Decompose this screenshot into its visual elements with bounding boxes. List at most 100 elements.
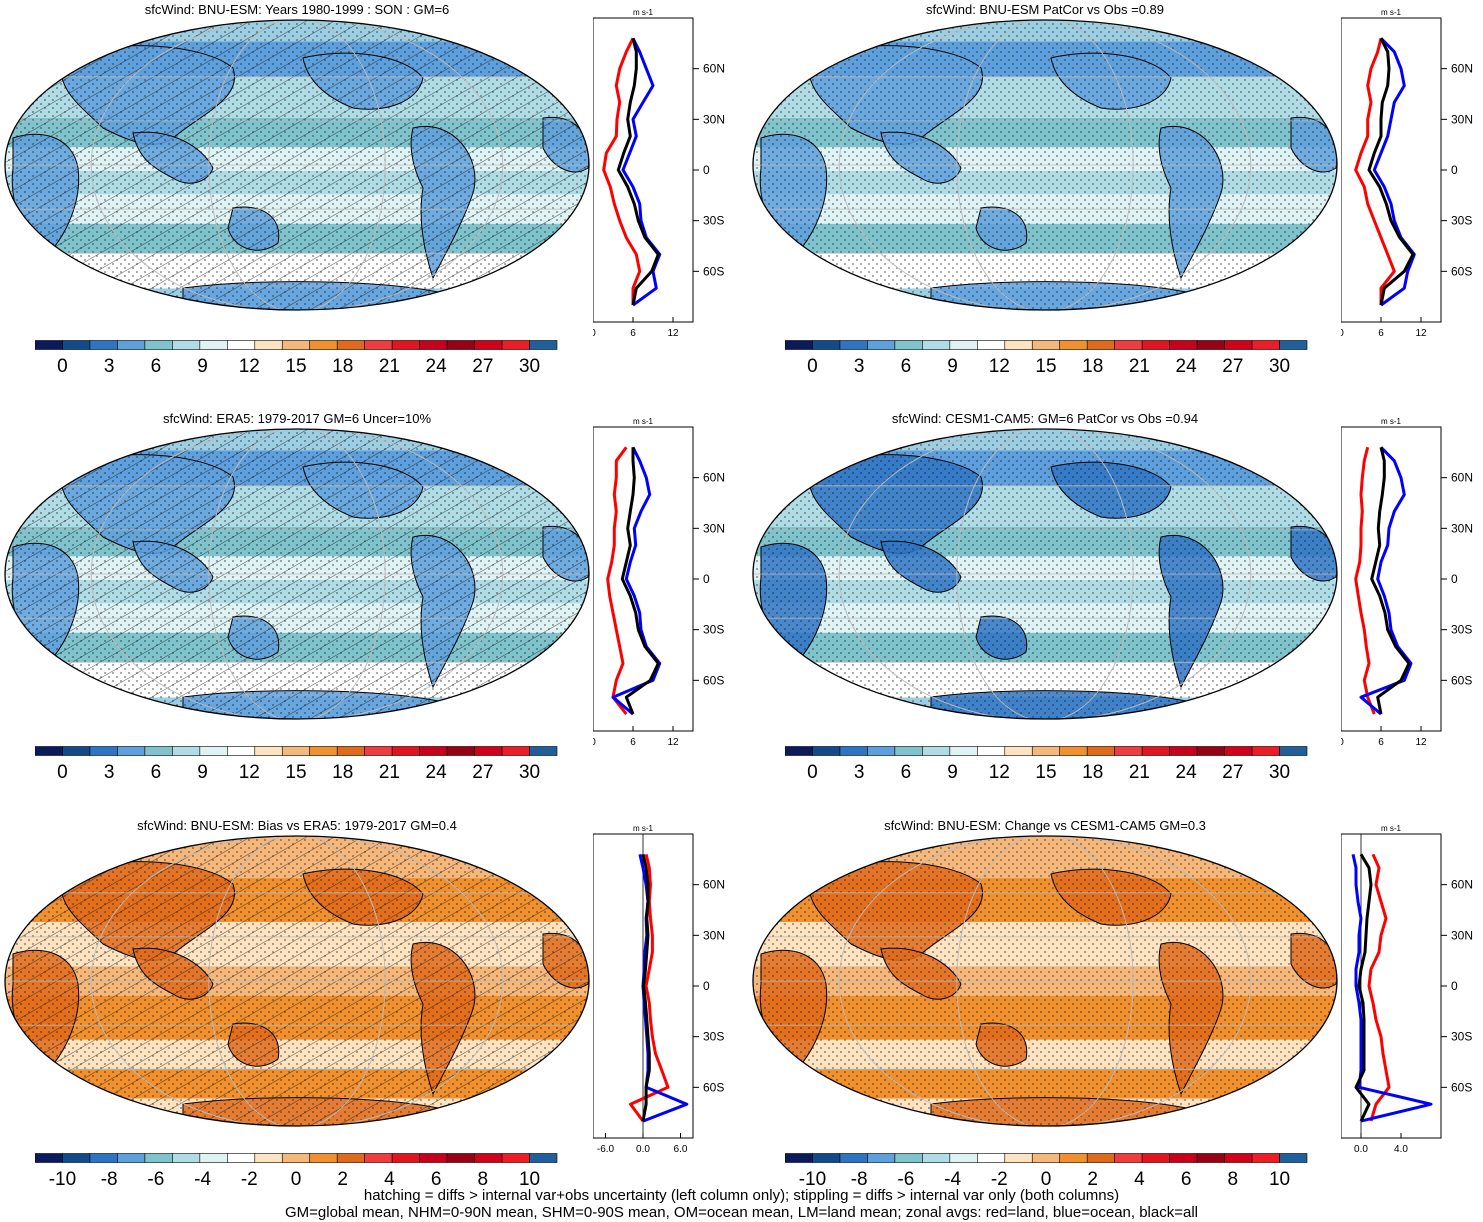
zonal-x-tick-label: 6 bbox=[1378, 737, 1384, 748]
colorbar-swatch bbox=[199, 1153, 228, 1163]
map-6 bbox=[752, 835, 1338, 1127]
colorbar-swatch bbox=[949, 340, 978, 350]
lat-tick-label: 30S bbox=[1451, 1030, 1472, 1044]
colorbar-swatch bbox=[1251, 746, 1280, 756]
zonal-line-land bbox=[606, 446, 628, 716]
zonal-line-land bbox=[1367, 853, 1391, 1122]
colorbar-tick-label: 27 bbox=[1222, 762, 1243, 782]
lat-tick-label: 0 bbox=[703, 979, 710, 993]
lat-tick-label: 0 bbox=[1451, 163, 1458, 177]
colorbar-swatch bbox=[1196, 340, 1225, 350]
colorbar-tick-label: 3 bbox=[104, 762, 115, 782]
colorbar-swatch bbox=[867, 746, 896, 756]
colorbar-swatch bbox=[867, 340, 896, 350]
zonal-line-all bbox=[641, 853, 651, 1122]
colorbar-swatch bbox=[364, 1153, 393, 1163]
lat-tick-label: 0 bbox=[703, 572, 710, 586]
colorbar-swatch bbox=[227, 340, 256, 350]
colorbar-swatch bbox=[1169, 340, 1198, 350]
colorbar-swatch bbox=[227, 1153, 256, 1163]
colorbar-swatch bbox=[89, 746, 118, 756]
colorbar-swatch bbox=[922, 340, 951, 350]
colorbar-swatch bbox=[529, 340, 558, 350]
colorbar-tick-label: 24 bbox=[426, 356, 448, 376]
colorbar-swatch bbox=[1059, 1153, 1088, 1163]
colorbar-swatch bbox=[117, 1153, 146, 1163]
colorbar-tick-label: 0 bbox=[807, 762, 818, 782]
colorbar-tick-label: 18 bbox=[1082, 356, 1103, 376]
colorbar-tick-label: 0 bbox=[291, 1169, 302, 1189]
colorbar-tick-label: 9 bbox=[197, 762, 208, 782]
colorbar-swatch bbox=[529, 746, 558, 756]
colorbar-swatch bbox=[62, 1153, 91, 1163]
colorbar-tick-label: 18 bbox=[332, 356, 353, 376]
colorbar-swatch bbox=[446, 1153, 475, 1163]
colorbar-tick-label: 6 bbox=[431, 1169, 442, 1189]
zonal-x-tick-label: 6 bbox=[630, 737, 636, 748]
colorbar-swatch bbox=[1196, 746, 1225, 756]
colorbar-tick-label: -10 bbox=[49, 1169, 76, 1189]
colorbar-swatch bbox=[89, 340, 118, 350]
colorbar-swatch bbox=[894, 746, 923, 756]
colorbar-swatch bbox=[1251, 340, 1280, 350]
colorbar-tick-label: -8 bbox=[101, 1169, 118, 1189]
lat-tick-label: 30S bbox=[1451, 214, 1472, 228]
colorbar-tick-label: 27 bbox=[1222, 356, 1243, 376]
colorbar-swatch bbox=[812, 746, 841, 756]
colorbar-tick-label: 3 bbox=[854, 356, 865, 376]
zonal-mean-2: m s-1 60N 30N 0 30S 60S 0 6 12 bbox=[1341, 8, 1473, 339]
lat-tick-label: 30N bbox=[1451, 928, 1473, 942]
colorbar-swatch bbox=[254, 1153, 283, 1163]
colorbar-swatch bbox=[227, 746, 256, 756]
zonal-units: m s-1 bbox=[633, 417, 654, 426]
colorbar-tick-label: 4 bbox=[384, 1169, 395, 1189]
colorbar-swatch bbox=[894, 340, 923, 350]
lat-tick-label: 0 bbox=[703, 163, 710, 177]
zonal-units: m s-1 bbox=[1381, 824, 1402, 833]
colorbar-tick-label: -6 bbox=[147, 1169, 164, 1189]
colorbar-swatch bbox=[839, 340, 868, 350]
colorbar-tick-label: -2 bbox=[241, 1169, 258, 1189]
colorbar-swatch bbox=[529, 1153, 558, 1163]
colorbar-tick-label: 21 bbox=[1129, 762, 1150, 782]
colorbar-swatch bbox=[839, 1153, 868, 1163]
colorbar-swatch bbox=[1169, 1153, 1198, 1163]
colorbar-swatch bbox=[89, 1153, 118, 1163]
colorbar-tick-label: 18 bbox=[1082, 762, 1103, 782]
colorbar-tick-label: 0 bbox=[57, 762, 68, 782]
colorbar-4: 0 3 6 9 12 15 18 21 24 27 30 bbox=[785, 746, 1308, 782]
colorbar-tick-label: 27 bbox=[472, 762, 493, 782]
zonal-line-all bbox=[620, 447, 660, 715]
colorbar-swatch bbox=[336, 1153, 365, 1163]
colorbar-swatch bbox=[1059, 340, 1088, 350]
colorbar-tick-label: 6 bbox=[901, 356, 912, 376]
map-title-4: sfcWind: CESM1-CAM5: GM=6 PatCor vs Obs … bbox=[891, 411, 1199, 426]
lat-tick-label: 30S bbox=[703, 214, 724, 228]
colorbar-swatch bbox=[1114, 340, 1143, 350]
colorbar-swatch bbox=[1031, 746, 1061, 756]
colorbar-swatch bbox=[172, 746, 201, 756]
zonal-line-land bbox=[1354, 446, 1376, 715]
lat-tick-label: 60S bbox=[703, 264, 724, 278]
colorbar-tick-label: 0 bbox=[807, 356, 818, 376]
colorbar-swatch bbox=[117, 746, 146, 756]
map-2 bbox=[752, 19, 1338, 311]
lat-tick-label: 0 bbox=[1451, 979, 1458, 993]
lat-tick-label: 30S bbox=[1451, 623, 1472, 637]
colorbar-swatch bbox=[309, 340, 338, 350]
zonal-mean-4: m s-1 60N 30N 0 30S 60S 0 6 12 bbox=[1341, 417, 1473, 748]
colorbar-tick-label: 21 bbox=[379, 762, 400, 782]
zonal-x-tick-label: 6 bbox=[1378, 328, 1384, 339]
lat-tick-label: 30S bbox=[703, 623, 724, 637]
zonal-x-tick-label: 12 bbox=[1415, 328, 1427, 339]
colorbar-swatch bbox=[1114, 1153, 1143, 1163]
colorbar-swatch bbox=[281, 340, 311, 350]
colorbar-tick-label: 0 bbox=[1041, 1169, 1052, 1189]
zonal-line-all bbox=[1370, 446, 1411, 715]
colorbar-tick-label: 3 bbox=[104, 356, 115, 376]
colorbar-swatch bbox=[391, 1153, 420, 1163]
zonal-mean-5: m s-1 60N 30N 0 30S 60S -6.0 0.0 6.0 bbox=[593, 824, 725, 1155]
colorbar-swatch bbox=[336, 746, 365, 756]
zonal-x-tick-label: 0 bbox=[593, 328, 596, 339]
zonal-units: m s-1 bbox=[1381, 8, 1402, 17]
